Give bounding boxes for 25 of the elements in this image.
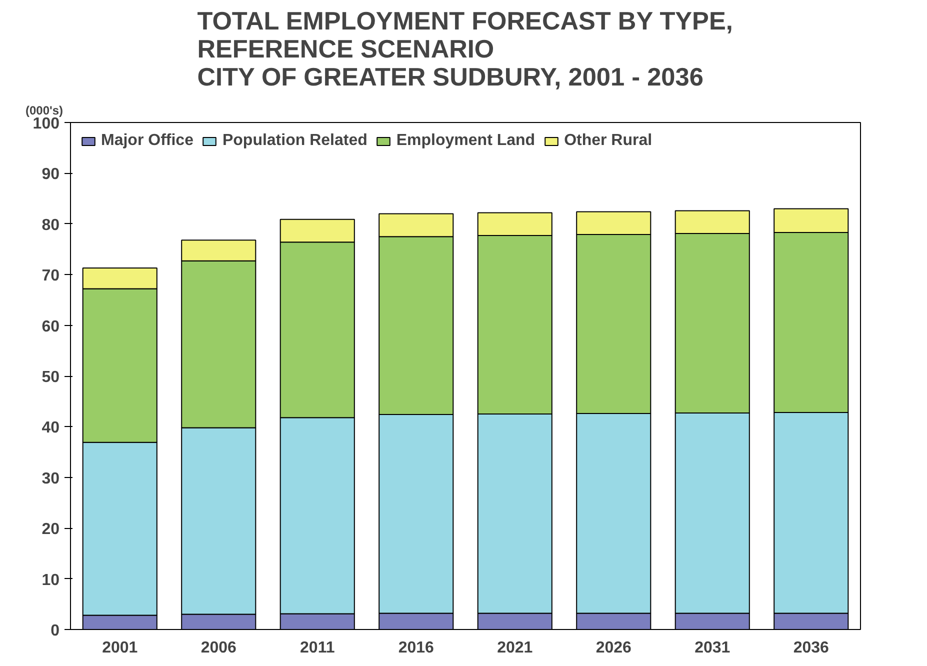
legend-label: Other Rural xyxy=(564,132,652,150)
y-tick-label: 50 xyxy=(42,369,60,386)
x-tick-label: 2001 xyxy=(102,640,138,656)
x-tick-label: 2026 xyxy=(596,640,632,656)
x-tick-label: 2021 xyxy=(497,640,533,656)
legend-label: Employment Land xyxy=(396,132,536,150)
y-tick-label: 80 xyxy=(42,216,60,234)
legend-label: Major Office xyxy=(101,132,194,150)
x-tick-label: 2036 xyxy=(793,640,830,656)
y-tick-label: 30 xyxy=(42,470,60,488)
y-tick-label: 60 xyxy=(42,318,60,336)
y-tick-label: 10 xyxy=(42,572,60,589)
x-tick-label: 2006 xyxy=(200,640,237,656)
x-tick-label: 2016 xyxy=(398,640,434,656)
y-tick-label: 0 xyxy=(50,622,60,640)
x-tick-label: 2011 xyxy=(300,640,335,656)
y-axis-title: (000's) xyxy=(26,104,64,118)
chart-title: TOTAL EMPLOYMENT FORECAST BY TYPE, REFERENCE SCENARIO CITY OF GREATER SUDBURY, 2001 - 2036 xyxy=(197,8,733,92)
x-tick-label: 2031 xyxy=(694,640,730,656)
y-tick-label: 100 xyxy=(32,116,60,132)
y-tick-label: 90 xyxy=(42,166,60,184)
y-tick-label: 40 xyxy=(42,420,60,437)
legend-label: Population Related xyxy=(222,132,368,150)
y-tick-label: 70 xyxy=(42,268,60,285)
y-tick-label: 20 xyxy=(42,521,60,538)
